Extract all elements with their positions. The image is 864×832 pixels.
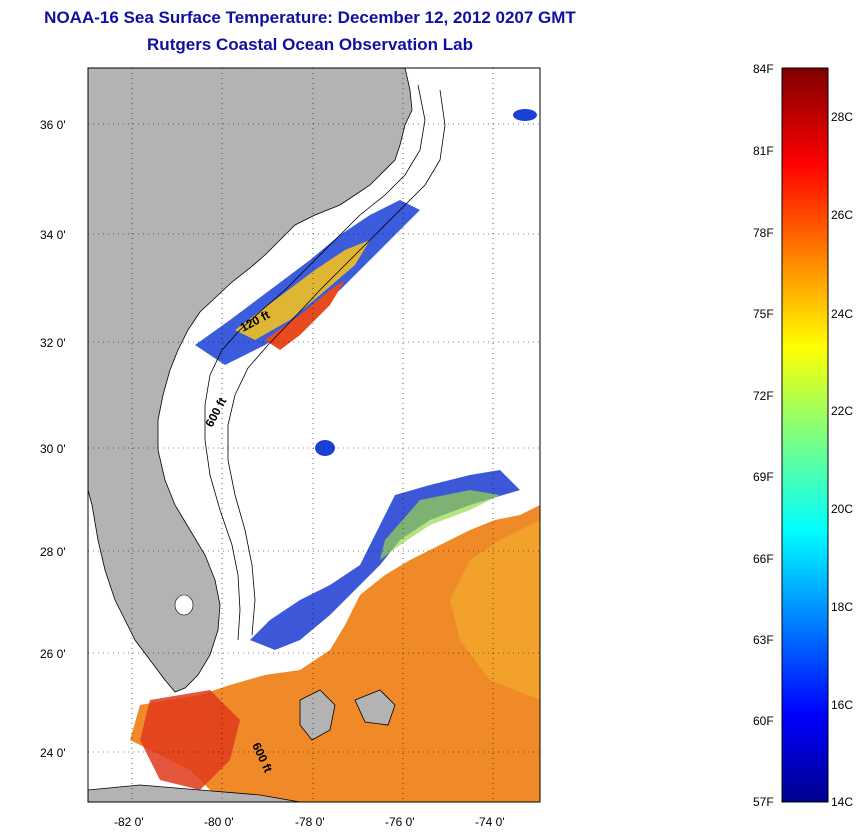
map-title: NOAA-16 Sea Surface Temperature: Decembe… (44, 8, 576, 27)
blue-eddy (315, 440, 335, 456)
lat-label-26: 26 0' (40, 647, 66, 661)
red-patches (140, 690, 240, 790)
land-bahamas-2 (354, 689, 396, 726)
contour-600ft (227, 89, 446, 636)
colorbar-f-81: 81F (753, 144, 774, 158)
colorbar (781, 67, 829, 803)
green-yellow-band (380, 490, 500, 560)
cold-water-edge (250, 470, 520, 650)
land-us-mainland (88, 68, 413, 693)
colorbar-f-75: 75F (753, 307, 774, 321)
blue-patch-north (513, 109, 537, 121)
lat-label-36: 36 0' (40, 118, 66, 132)
lon-label-82: -82 0' (114, 815, 144, 829)
lon-label-74: -74 0' (475, 815, 505, 829)
colorbar-c-28: 28C (831, 110, 853, 124)
lat-label-34: 34 0' (40, 228, 66, 242)
land-lake-okeechobee (174, 594, 194, 616)
colorbar-c-26: 26C (831, 208, 853, 222)
gulf-stream-hot (265, 280, 345, 350)
colorbar-f-66: 66F (753, 552, 774, 566)
colorbar-f-57: 57F (753, 795, 774, 809)
lon-label-78: -78 0' (295, 815, 325, 829)
lon-label-80: -80 0' (204, 815, 234, 829)
lat-label-30: 30 0' (40, 442, 66, 456)
colorbar-c-18: 18C (831, 600, 853, 614)
warm-water-highlight (450, 520, 540, 700)
land-bahamas-1 (299, 689, 336, 741)
colorbar-f-60: 60F (753, 714, 774, 728)
gulf-stream-warm (235, 240, 370, 340)
lat-label-32: 32 0' (40, 336, 66, 350)
colorbar-c-20: 20C (831, 502, 853, 516)
map-subtitle: Rutgers Coastal Ocean Observation Lab (147, 35, 473, 54)
map-border (87, 67, 541, 803)
colorbar-c-14: 14C (831, 795, 853, 809)
colorbar-f-69: 69F (753, 470, 774, 484)
map-grid (88, 68, 540, 802)
lon-label-76: -76 0' (385, 815, 415, 829)
colorbar-c-16: 16C (831, 698, 853, 712)
land-cuba (88, 784, 301, 802)
lat-label-24: 24 0' (40, 746, 66, 760)
lat-label-28: 28 0' (40, 545, 66, 559)
colorbar-f-72: 72F (753, 389, 774, 403)
colorbar-c-24: 24C (831, 307, 853, 321)
colorbar-f-84: 84F (753, 62, 774, 76)
colorbar-f-63: 63F (753, 633, 774, 647)
colorbar-c-22: 22C (831, 404, 853, 418)
contour-120ft (204, 84, 426, 641)
colorbar-f-78: 78F (753, 226, 774, 240)
